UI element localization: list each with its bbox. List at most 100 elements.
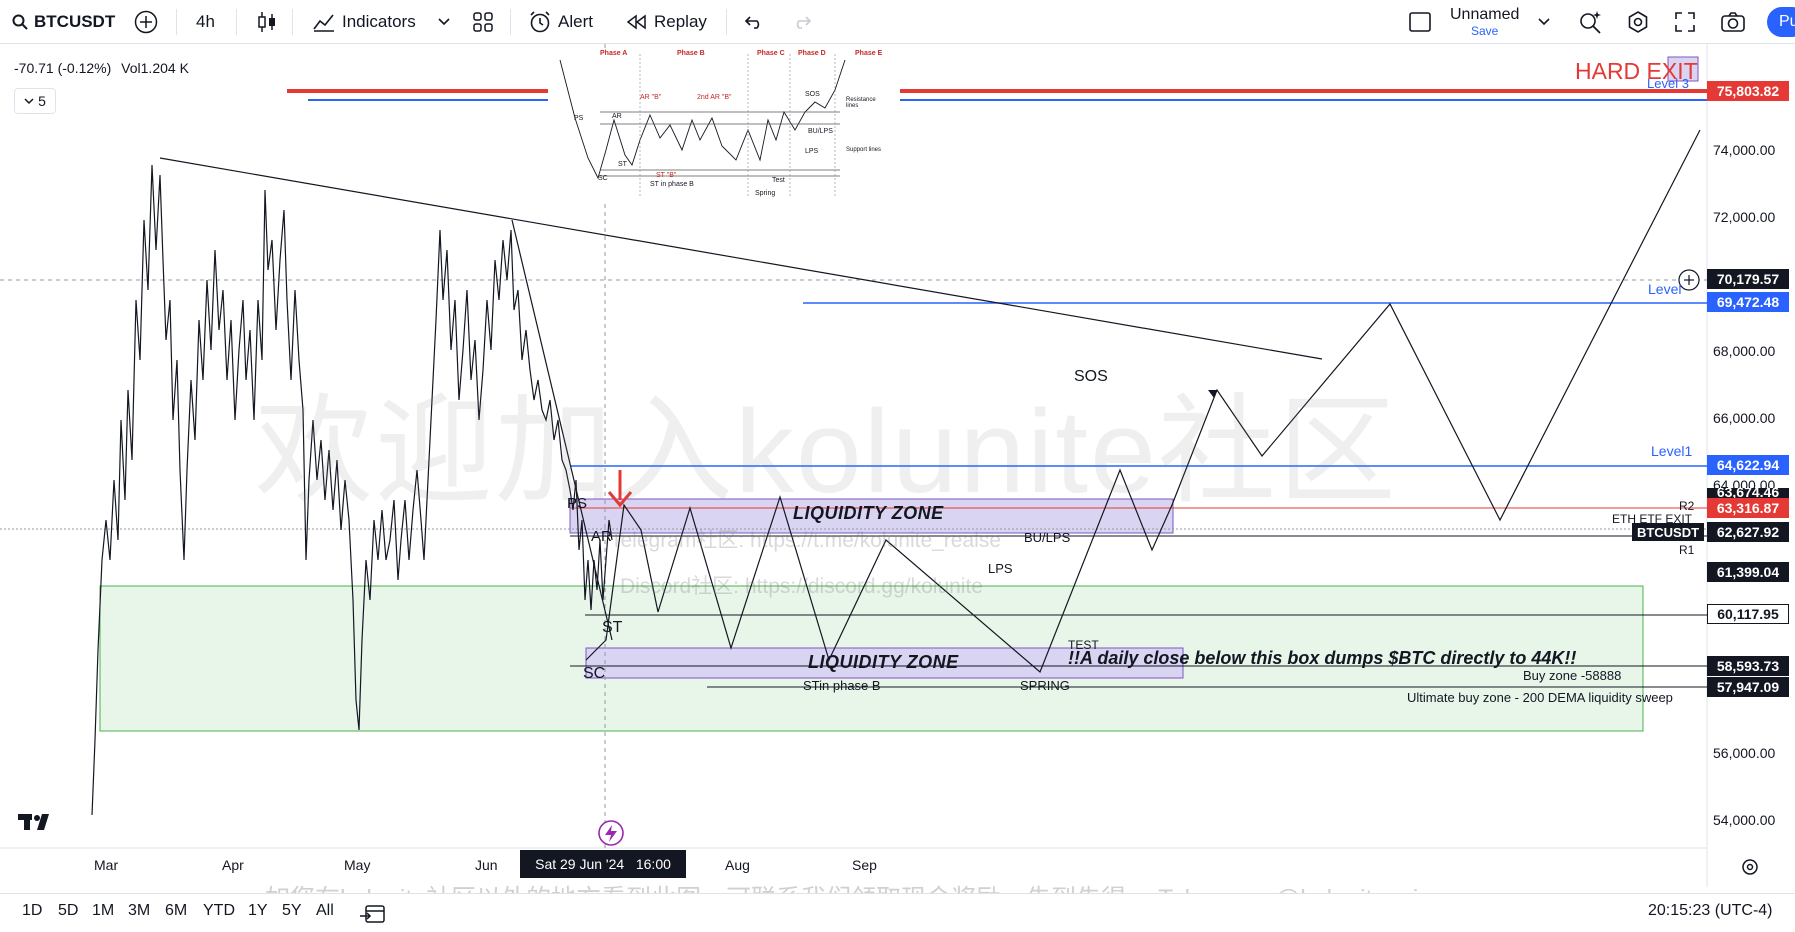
publish-button[interactable]: Pu [1767,7,1795,37]
grid-layout-icon [473,12,493,32]
goto-date-button[interactable] [360,902,386,929]
schematic-sc: SC [598,175,608,182]
range-6m[interactable]: 6M [165,902,188,919]
indicators-dropdown[interactable] [438,0,450,44]
price-tick: 72,000.00 [1713,209,1776,225]
legend-collapse-count: 5 [38,93,46,109]
range-1y[interactable]: 1Y [248,902,268,919]
sos-arrowhead [1208,390,1217,398]
replay-label: Replay [654,12,707,31]
symbol-price-tag: BTCUSDT [1632,523,1704,541]
chart-canvas[interactable]: 欢迎加入kolunite社区 Telegram社区: https://t.me/… [0,44,1795,887]
quick-search-button[interactable] [1578,0,1604,44]
price-tick: 74,000.00 [1713,142,1776,158]
tradingview-logo-icon [18,814,49,830]
range-all[interactable]: All [316,902,334,919]
price-tag-partial[interactable]: 63,674.46 [1707,488,1789,500]
chevron-down-icon [24,97,34,104]
st-phase-b-label: STin phase B [803,678,881,693]
alert-button[interactable]: Alert [528,0,593,44]
square-icon [1409,12,1431,32]
price-tick: 54,000.00 [1713,812,1776,828]
range-5y[interactable]: 5Y [282,902,302,919]
indicators-button[interactable]: Indicators [312,0,416,44]
schematic-st-phase-b: ST in phase B [650,181,694,188]
test-label: TEST [1068,638,1099,652]
plus-circle-icon [134,10,158,34]
watermark-telegram: Telegram社区: https://t.me/kolunite_realse [610,529,1002,552]
redo-icon [796,16,812,29]
toolbar-divider [726,9,727,35]
price-tag-buy-zone[interactable]: 58,593.73 [1707,656,1789,676]
publish-label: Pu [1779,13,1795,30]
liquidity-zone-bottom-label: LIQUIDITY ZONE [808,652,959,672]
price-tag-level2[interactable]: 69,472.48 [1707,292,1789,312]
price-tag-hard-exit[interactable]: 75,803.82 [1707,81,1789,101]
hard-exit-marker[interactable] [1667,56,1699,82]
wyckoff-projection-path[interactable] [585,129,1701,674]
price-tag-level1[interactable]: 64,622.94 [1707,455,1789,475]
schematic-2nd-ar: 2nd AR "B" [697,94,732,101]
schematic-support-label: Support lines [846,147,882,153]
spring-label: SPRING [1020,678,1070,693]
range-1d[interactable]: 1D [22,902,43,919]
steep-trendline[interactable] [511,219,613,641]
resistance-trendline[interactable] [159,157,1323,360]
schematic-ar: AR [612,113,622,120]
axis-settings-button[interactable] [1740,857,1760,882]
legend-collapse-button[interactable]: 5 [14,88,56,114]
schematic-ps: PS [574,115,584,122]
rewind-icon [626,14,646,30]
undo-icon [744,16,760,29]
search-sparkle-icon [1580,11,1601,34]
price-tag-60117[interactable]: 60,117.95 [1707,604,1789,624]
eth-etf-exit-label: ETH ETF EXIT [1612,512,1693,526]
price-tag-r2[interactable]: 63,316.87 [1707,498,1789,518]
layout-dropdown[interactable] [1538,0,1550,44]
chart-type-button[interactable] [256,0,278,44]
search-icon [12,14,28,30]
liquidity-zone-top-box[interactable] [569,498,1174,534]
calendar-goto-icon [360,905,385,923]
undo-button[interactable] [744,0,764,44]
series-legend: -70.71 (-0.12%) Vol1.204 K [14,60,189,76]
alert-label: Alert [558,12,593,31]
fullscreen-button[interactable] [1674,0,1696,44]
range-1m[interactable]: 1M [92,902,115,919]
layout-name-button[interactable]: Unnamed Save [1450,0,1519,44]
schematic-ar-b: AR "B" [640,94,662,101]
chevron-down-icon [438,18,450,26]
range-ytd[interactable]: YTD [203,902,235,919]
time-label-aug: Aug [725,857,750,873]
r2-label: R2 [1679,499,1695,513]
buy-zone-label: Buy zone -58888 [1523,668,1622,683]
settings-button[interactable] [1626,0,1650,44]
snapshot-button[interactable] [1720,0,1746,44]
schematic-bu-lps: BU/LPS [808,128,833,135]
liquidity-zone-bottom-box[interactable] [585,647,1184,679]
interval-button[interactable]: 4h [196,0,215,44]
range-5d[interactable]: 5D [58,902,79,919]
legend-change: -70.71 (-0.12%) [14,60,112,76]
schematic-st-b: ST "B" [656,172,677,179]
replay-button[interactable]: Replay [626,0,707,44]
top-toolbar: BTCUSDT 4h Indicators Alert Replay Unnam… [0,0,1795,44]
time-label-mar: Mar [94,857,119,873]
price-tag-ultimate-buy[interactable]: 57,947.09 [1707,677,1789,697]
gear-icon [1628,11,1648,33]
price-tag-61399[interactable]: 61,399.04 [1707,562,1789,582]
toolbar-divider [176,9,177,35]
schematic-st: ST [618,161,627,168]
hard-exit-label[interactable]: HARD EXIT [1575,58,1698,84]
wyckoff-schematic-inset [548,48,900,203]
symbol-search-button[interactable]: BTCUSDT [12,0,115,44]
range-3m[interactable]: 3M [128,902,151,919]
redo-button[interactable] [792,0,812,44]
layout-checkbox[interactable] [1408,0,1432,44]
layouts-button[interactable] [472,0,494,44]
compare-symbol-button[interactable] [134,0,158,44]
gear-icon [1742,859,1758,875]
tradingview-logo[interactable] [18,812,58,837]
fullscreen-icon [1675,12,1695,32]
time-label-apr: Apr [222,857,244,873]
